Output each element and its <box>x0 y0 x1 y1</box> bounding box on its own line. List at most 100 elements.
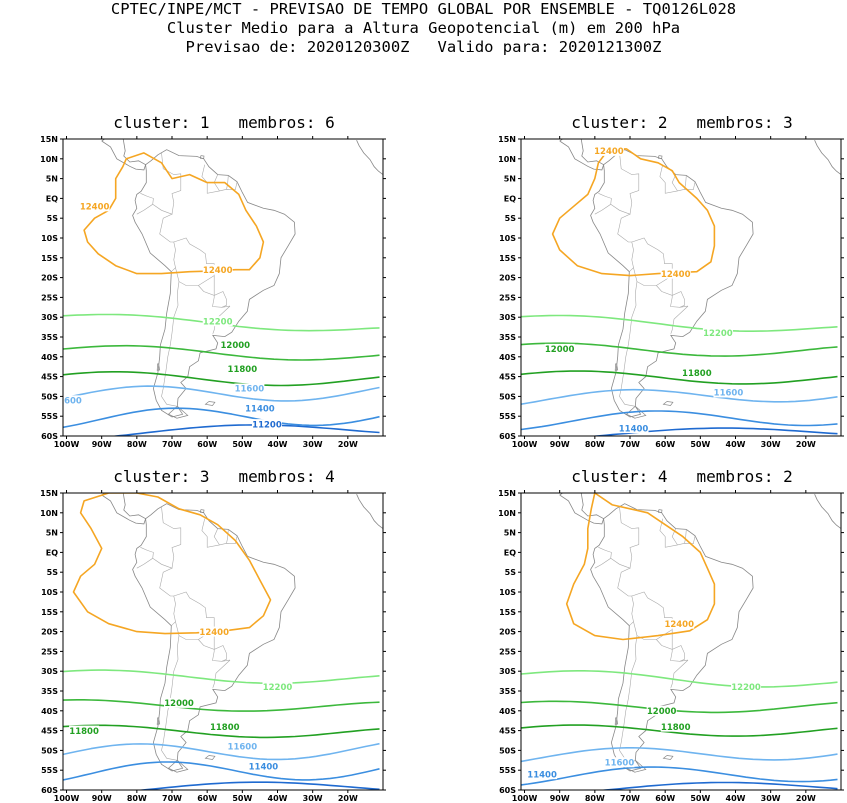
header-line-3: Previsao de: 2020120300Z Valido para: 20… <box>185 38 662 56</box>
contour-label-bg <box>199 626 230 637</box>
lat-tick-label: 25S <box>41 647 58 656</box>
contour-label: 11400 <box>527 770 557 780</box>
lon-tick-label: 40W <box>268 794 288 803</box>
lat-tick-label: 10S <box>499 234 516 243</box>
lon-tick-label: 70W <box>620 440 640 449</box>
contour-label-bg <box>69 725 100 736</box>
contour-label-bg <box>209 721 240 732</box>
lat-tick-label: 55S <box>499 766 516 775</box>
contour-label-bg <box>660 721 691 732</box>
country-border <box>631 237 673 286</box>
contour-label-bg <box>593 145 624 156</box>
contour-label: 12400 <box>664 620 694 630</box>
lon-tick-label: 50W <box>690 794 710 803</box>
africa-coastline <box>814 140 841 175</box>
country-border <box>198 275 227 308</box>
lon-tick-label: 50W <box>232 794 252 803</box>
panel-4-title: cluster: 4 membros: 2 <box>571 467 793 486</box>
contour-line <box>135 781 380 790</box>
lat-tick-label: 45S <box>499 373 516 382</box>
contour-label-bg <box>220 339 251 350</box>
lon-tick-label: 100W <box>54 440 80 449</box>
lat-tick-label: 20S <box>41 628 58 637</box>
central-america-coastline <box>101 139 147 171</box>
country-border <box>173 237 215 286</box>
island-outline <box>200 155 205 159</box>
country-border <box>594 547 612 569</box>
contour-line <box>63 742 380 761</box>
contour-line <box>598 781 838 790</box>
lat-tick-label: 55S <box>41 412 58 421</box>
contour-label: 12400 <box>203 266 233 276</box>
island-outline <box>640 479 646 481</box>
contour-label-bg <box>646 705 677 716</box>
island-outline <box>658 509 663 513</box>
lat-tick-label: 20S <box>499 628 516 637</box>
contour-label: 11600 <box>714 389 744 399</box>
lon-tick-label: 100W <box>54 794 80 803</box>
island-outline <box>204 401 216 406</box>
contour-line <box>63 385 380 402</box>
lon-tick-label: 50W <box>690 440 710 449</box>
country-border <box>619 152 640 215</box>
country-border <box>659 164 696 194</box>
country-border <box>610 204 634 272</box>
contour-label-bg <box>248 761 279 772</box>
lat-tick-label: 40S <box>499 707 516 716</box>
island-outline <box>156 717 161 725</box>
lat-tick-label: 10N <box>498 155 516 164</box>
lon-tick-label: 60W <box>197 440 217 449</box>
lat-tick-label: 45S <box>41 727 58 736</box>
lat-tick-label: 55S <box>41 766 58 775</box>
contour-label: 11400 <box>619 424 649 434</box>
contour-label: 1600 <box>58 397 82 407</box>
contour-label: 12000 <box>545 345 575 355</box>
contour-line <box>521 314 838 332</box>
country-border <box>679 659 689 662</box>
lon-tick-label: 40W <box>726 794 746 803</box>
page-header: CPTEC/INPE/MCT - PREVISAO DE TEMPO GLOBA… <box>0 0 847 57</box>
lon-tick-label: 90W <box>550 794 570 803</box>
map-frame <box>62 138 384 437</box>
lon-tick-label: 60W <box>197 794 217 803</box>
lon-tick-label: 70W <box>162 440 182 449</box>
lon-tick-label: 20W <box>338 794 358 803</box>
island-outline <box>167 760 189 773</box>
lat-tick-label: 25S <box>41 293 58 302</box>
country-border <box>619 506 640 569</box>
contour-label-bg <box>251 419 282 430</box>
contour-label: 12000 <box>647 707 677 717</box>
contour-label: 11800 <box>228 365 258 375</box>
map-frame <box>520 138 842 437</box>
country-border <box>221 659 231 662</box>
country-border <box>213 528 220 546</box>
lat-tick-label: 25S <box>499 293 516 302</box>
contour-line <box>109 424 380 436</box>
island-outline <box>204 755 216 760</box>
contour-label: 12400 <box>661 270 691 280</box>
island-outline <box>662 401 674 406</box>
country-border <box>610 558 634 626</box>
island-outline <box>614 717 619 725</box>
lat-tick-label: EQ <box>46 548 58 557</box>
lon-tick-label: 40W <box>268 440 288 449</box>
contour-line <box>521 700 838 714</box>
lat-tick-label: EQ <box>46 194 58 203</box>
africa-coastline <box>814 494 841 529</box>
contour-line <box>63 407 380 429</box>
lon-tick-label: 30W <box>303 440 323 449</box>
contour-label: 11800 <box>661 723 691 733</box>
coastline <box>590 149 754 418</box>
lat-tick-label: 30S <box>499 667 516 676</box>
lat-tick-label: 15N <box>40 489 58 498</box>
contour-line <box>521 766 838 786</box>
contour-label-bg <box>527 769 558 780</box>
lat-tick-label: 30S <box>41 667 58 676</box>
lat-tick-label: 50S <box>41 746 58 755</box>
contour-label-bg <box>664 618 695 629</box>
country-border <box>679 305 689 308</box>
panel-2-title: cluster: 2 membros: 3 <box>571 113 793 132</box>
contour-label: 12000 <box>221 341 251 351</box>
lat-tick-label: 60S <box>41 786 58 795</box>
